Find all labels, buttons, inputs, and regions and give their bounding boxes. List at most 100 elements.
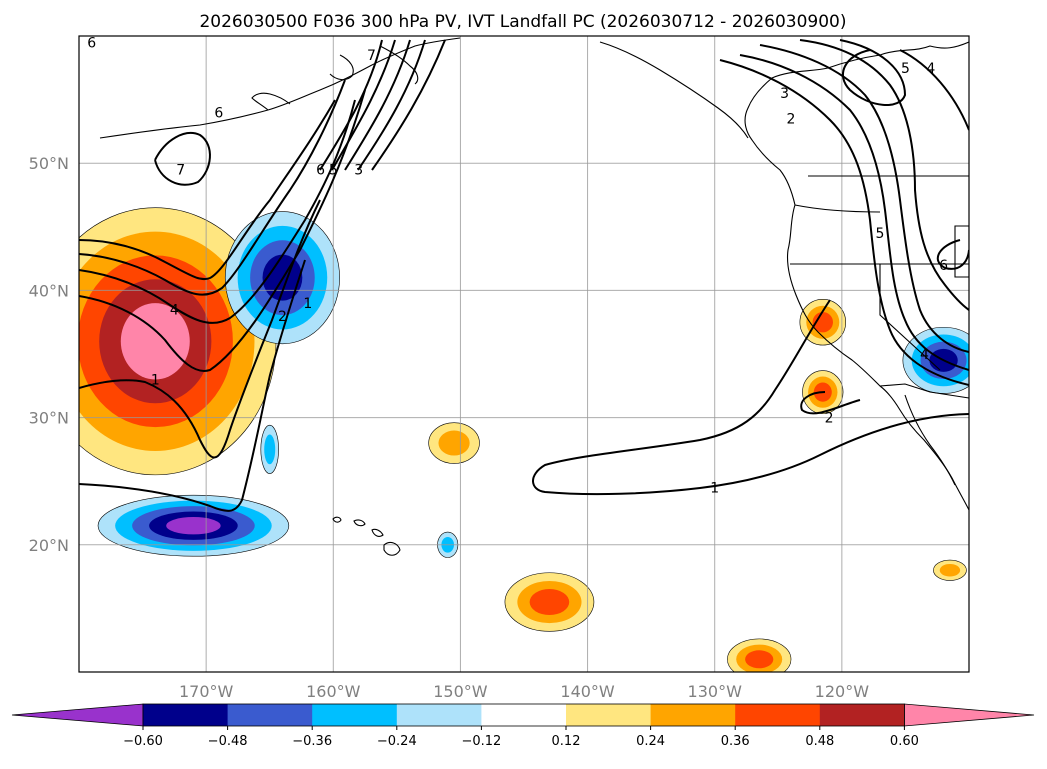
axis-labels: 20°N 30°N 40°N 50°N 170°W 160°W 150°W 140°W 130°… bbox=[29, 154, 870, 701]
colorbar-segment-0 bbox=[143, 704, 229, 726]
state-line-wa-or bbox=[794, 204, 881, 213]
pv-contour-1-subtropical bbox=[79, 259, 306, 512]
pv-contour-east-g bbox=[936, 239, 969, 270]
colorbar-segment-2 bbox=[312, 704, 398, 726]
pv-contour-east-f bbox=[899, 49, 969, 131]
colorbar-segment-3 bbox=[396, 704, 482, 726]
colorbar-tick-label-3: −0.24 bbox=[377, 734, 417, 749]
island-maui bbox=[371, 528, 384, 537]
colorbar-tick-label-4: −0.12 bbox=[461, 734, 501, 749]
coastline-north-america bbox=[744, 41, 969, 511]
lon-tick-label-5: 120°W bbox=[815, 682, 870, 701]
colorbar-segment-7 bbox=[735, 704, 821, 726]
contour-label-9: 6 bbox=[87, 35, 96, 51]
colorbar-segment-1 bbox=[227, 704, 313, 726]
coastline-baja bbox=[904, 394, 956, 486]
contour-label-6: 3 bbox=[354, 163, 363, 179]
colorbar-segment-8 bbox=[819, 704, 905, 726]
pv-contour-east-d bbox=[799, 39, 969, 311]
pv-contour-7-vortex bbox=[154, 132, 211, 186]
border-us-mexico bbox=[879, 383, 969, 399]
pv-contour-c bbox=[79, 89, 366, 372]
colorbar-tick-label-1: −0.48 bbox=[208, 734, 248, 749]
colorbar-segment-4 bbox=[481, 704, 567, 726]
lat-tick-label-3: 50°N bbox=[29, 154, 69, 173]
contour-label-2: 2 bbox=[278, 309, 287, 325]
pv-contour-1-east bbox=[532, 299, 969, 496]
contour-label-18: 6 bbox=[939, 258, 948, 274]
lon-tick-label-0: 170°W bbox=[179, 682, 234, 701]
colorbar-extend-max bbox=[904, 703, 1035, 727]
coastlines bbox=[99, 37, 969, 511]
colorbar-segment-5 bbox=[566, 704, 652, 726]
gridlines bbox=[79, 36, 969, 672]
chart-title: 2026030500 F036 300 hPa PV, IVT Landfall… bbox=[199, 12, 846, 32]
fill-region-7-level-2 bbox=[529, 589, 570, 616]
colorbar-segment-6 bbox=[650, 704, 736, 726]
hawaiian-islands bbox=[332, 516, 401, 556]
lon-tick-label-1: 160°W bbox=[306, 682, 361, 701]
pv-contour-d bbox=[319, 39, 446, 171]
pv-contours bbox=[79, 39, 969, 512]
colorbar-tick-label-9: 0.60 bbox=[890, 734, 919, 749]
map-frame bbox=[78, 35, 970, 673]
pv-contour-east-b bbox=[739, 54, 969, 371]
island-hawaii bbox=[383, 541, 401, 556]
lon-tick-label-4: 130°W bbox=[688, 682, 743, 701]
colorbar-tick-label-7: 0.36 bbox=[721, 734, 750, 749]
pv-contour-a bbox=[79, 79, 346, 296]
lat-tick-label-0: 20°N bbox=[29, 536, 69, 555]
colorbar-frame bbox=[142, 703, 905, 727]
contour-label-14: 2 bbox=[787, 112, 796, 128]
fill-region-9-level-1 bbox=[939, 563, 961, 577]
contour-label-19: 4 bbox=[920, 347, 929, 363]
pv-contour-east-c bbox=[759, 44, 969, 353]
contour-label-4: 6 bbox=[316, 163, 325, 179]
colorbar-extend-min bbox=[11, 703, 144, 727]
contour-label-11: 1 bbox=[710, 481, 719, 497]
pv-contour-2-east bbox=[800, 391, 861, 415]
contour-label-0: 1 bbox=[151, 372, 160, 388]
contour-label-3: 1 bbox=[303, 296, 312, 312]
lon-tick-label-2: 150°W bbox=[433, 682, 488, 701]
fill-region-2-level-4 bbox=[166, 517, 221, 535]
pv-contour-east-e bbox=[839, 39, 907, 107]
contour-label-16: 4 bbox=[926, 61, 935, 77]
fill-region-0-level-4 bbox=[120, 303, 190, 380]
colorbar-tick-label-2: −0.36 bbox=[292, 734, 332, 749]
island-kauai bbox=[332, 516, 342, 523]
contour-label-5: 5 bbox=[329, 163, 338, 179]
coastline-alaska-south bbox=[99, 37, 461, 139]
colorbar-tick-label-6: 0.24 bbox=[636, 734, 665, 749]
fill-region-6-level-1 bbox=[438, 430, 470, 456]
contour-label-1: 4 bbox=[170, 302, 179, 318]
lake-box bbox=[954, 225, 969, 278]
contour-label-7: 7 bbox=[176, 163, 185, 179]
pv-contour-4-loop bbox=[79, 99, 336, 281]
coastline-alaska-peninsula bbox=[251, 92, 291, 111]
island-oahu bbox=[353, 519, 366, 527]
coastline-southeast-alaska bbox=[599, 41, 749, 139]
fill-region-10-level-1 bbox=[264, 434, 276, 465]
colorbar-tick-label-5: 0.12 bbox=[552, 734, 581, 749]
contour-label-15: 5 bbox=[901, 61, 910, 77]
pv-contour-b bbox=[79, 99, 356, 324]
contour-label-12: 2 bbox=[825, 411, 834, 427]
contour-label-17: 5 bbox=[876, 226, 885, 242]
colorbar-tick-label-8: 0.48 bbox=[805, 734, 834, 749]
contour-label-8: 7 bbox=[367, 48, 376, 64]
state-line-ca-nv bbox=[879, 264, 941, 371]
contour-label-10: 6 bbox=[214, 105, 223, 121]
colorbar-tick-label-0: −0.60 bbox=[123, 734, 163, 749]
lat-tick-label-2: 40°N bbox=[29, 281, 69, 300]
colorbar: −0.60 −0.48 −0.36 −0.24 −0.12 0.12 0.24 0.36 0.4… bbox=[11, 703, 1035, 749]
lon-tick-label-3: 140°W bbox=[560, 682, 615, 701]
contour-label-13: 3 bbox=[780, 86, 789, 102]
coastline-alaska-mainland bbox=[329, 45, 419, 85]
fill-region-4-level-2 bbox=[812, 312, 833, 333]
pv-contour-east-a bbox=[719, 59, 969, 386]
fill-region-8-level-2 bbox=[745, 650, 774, 669]
